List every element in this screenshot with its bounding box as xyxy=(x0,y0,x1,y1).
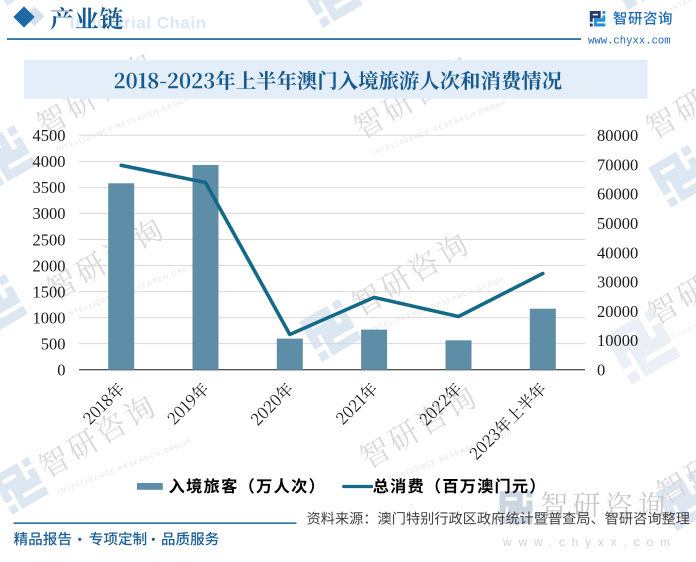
svg-text:0: 0 xyxy=(597,361,605,380)
svg-text:40000: 40000 xyxy=(597,243,638,262)
svg-text:1000: 1000 xyxy=(33,308,66,327)
svg-text:3000: 3000 xyxy=(33,204,66,223)
svg-text:80000: 80000 xyxy=(597,126,638,145)
svg-text:2500: 2500 xyxy=(33,230,66,249)
svg-text:www.chyxx.com: www.chyxx.com xyxy=(502,535,677,549)
svg-text:20000: 20000 xyxy=(597,302,638,321)
svg-text:4000: 4000 xyxy=(33,152,66,171)
svg-text:30000: 30000 xyxy=(597,273,638,292)
svg-text:2000: 2000 xyxy=(33,256,66,275)
svg-text:60000: 60000 xyxy=(597,185,638,204)
svg-text:50000: 50000 xyxy=(597,214,638,233)
svg-text:500: 500 xyxy=(41,334,66,353)
svg-text:0: 0 xyxy=(57,361,65,380)
svg-text:www.chyxx.com: www.chyxx.com xyxy=(588,36,671,48)
svg-text:4500: 4500 xyxy=(33,126,66,145)
svg-text:70000: 70000 xyxy=(597,155,638,174)
svg-text:10000: 10000 xyxy=(597,331,638,350)
svg-text:3500: 3500 xyxy=(33,178,66,197)
svg-text:1500: 1500 xyxy=(33,282,66,301)
